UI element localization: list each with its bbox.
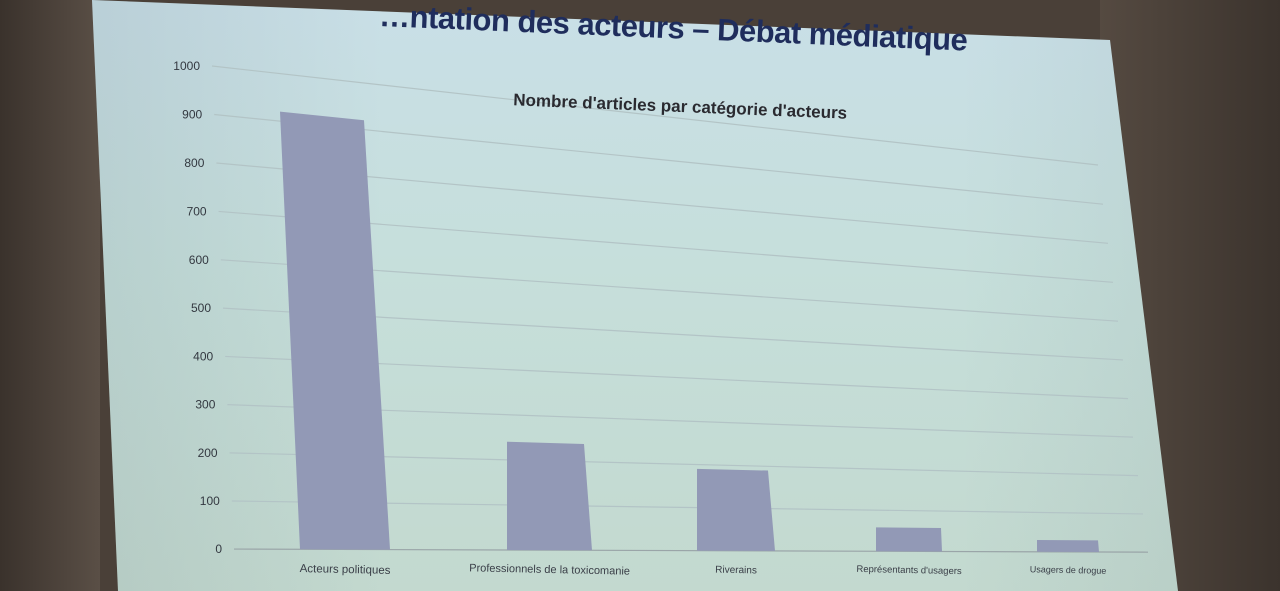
y-tick-label: 200 (198, 446, 218, 460)
x-tick-label: Professionnels de la toxicomanie (469, 562, 630, 577)
bar-4 (876, 527, 942, 552)
y-tick-label: 1000 (173, 59, 200, 73)
x-tick-label: Usagers de drogue (1030, 564, 1107, 576)
bar-3 (697, 468, 775, 551)
chart-bars (280, 111, 1099, 553)
x-axis-labels: Acteurs politiques Professionnels de la t… (300, 562, 1107, 577)
y-tick-label: 100 (200, 494, 220, 508)
y-tick-label: 700 (187, 204, 207, 218)
x-tick-label: Représentants d'usagers (856, 564, 962, 577)
y-tick-label: 600 (189, 253, 209, 267)
x-tick-label: Riverains (715, 565, 757, 577)
y-axis-ticks: 0 100 200 300 400 500 600 700 800 900 1000 (173, 59, 222, 556)
bar-2 (507, 441, 592, 551)
x-tick-label: Acteurs politiques (300, 563, 391, 577)
bar-5 (1037, 539, 1099, 553)
grid-line (211, 65, 1099, 166)
bar-1 (280, 111, 390, 550)
y-tick-label: 900 (182, 108, 202, 122)
y-tick-label: 500 (191, 301, 211, 315)
y-tick-label: 800 (184, 156, 204, 170)
y-tick-label: 300 (195, 398, 215, 412)
y-tick-label: 0 (215, 542, 222, 556)
room-wall-left (0, 0, 100, 591)
y-tick-label: 400 (193, 349, 213, 363)
